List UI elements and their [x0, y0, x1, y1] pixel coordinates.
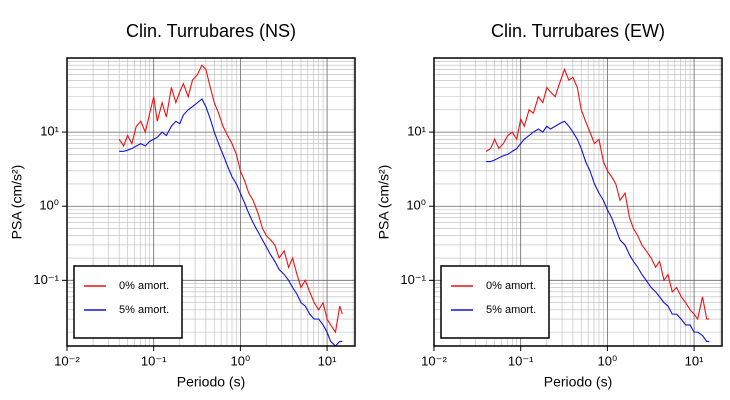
data-line [118, 64, 343, 334]
x-tick-label: 10¹ [685, 353, 704, 368]
x-tick-label: 10⁰ [231, 353, 251, 368]
data-line [485, 67, 710, 321]
data-line [486, 120, 710, 342]
panel: Clin. Turrubares (EW) Periodo (s) PSA (cm/… [376, 21, 723, 390]
y-tick-label: 10⁰ [39, 198, 59, 213]
chart-title: Clin. Turrubares (NS) [126, 21, 296, 41]
legend-label: 5% amort. [486, 304, 536, 316]
x-axis-label: Periodo (s) [177, 374, 245, 390]
legend-label: 0% amort. [486, 280, 536, 292]
legend-box [440, 265, 550, 339]
x-tick-label: 10⁰ [598, 353, 618, 368]
y-tick-label: 10¹ [40, 124, 59, 139]
y-axis-label: PSA (cm/s²) [376, 165, 392, 240]
y-tick-label: 10¹ [407, 124, 426, 139]
data-line [119, 98, 343, 346]
plot-frame [433, 57, 723, 347]
x-tick-label: 10⁻² [421, 353, 447, 368]
x-tick-label: 10⁻¹ [508, 353, 534, 368]
x-tick-label: 10⁻² [54, 353, 80, 368]
x-tick-label: 10¹ [318, 353, 337, 368]
legend-label: 0% amort. [119, 280, 169, 292]
x-axis-label: Periodo (s) [544, 374, 612, 390]
y-axis-label: PSA (cm/s²) [9, 165, 25, 240]
plot-frame [66, 57, 356, 347]
legend-label: 5% amort. [119, 304, 169, 316]
y-tick-label: 10⁰ [406, 198, 426, 213]
legend-box [73, 265, 183, 339]
y-tick-label: 10⁻¹ [400, 272, 426, 287]
y-tick-label: 10⁻¹ [33, 272, 59, 287]
x-tick-label: 10⁻¹ [141, 353, 167, 368]
panel: Clin. Turrubares (NS) Periodo (s) PSA (cm/… [9, 21, 356, 390]
chart-title: Clin. Turrubares (EW) [491, 21, 665, 41]
